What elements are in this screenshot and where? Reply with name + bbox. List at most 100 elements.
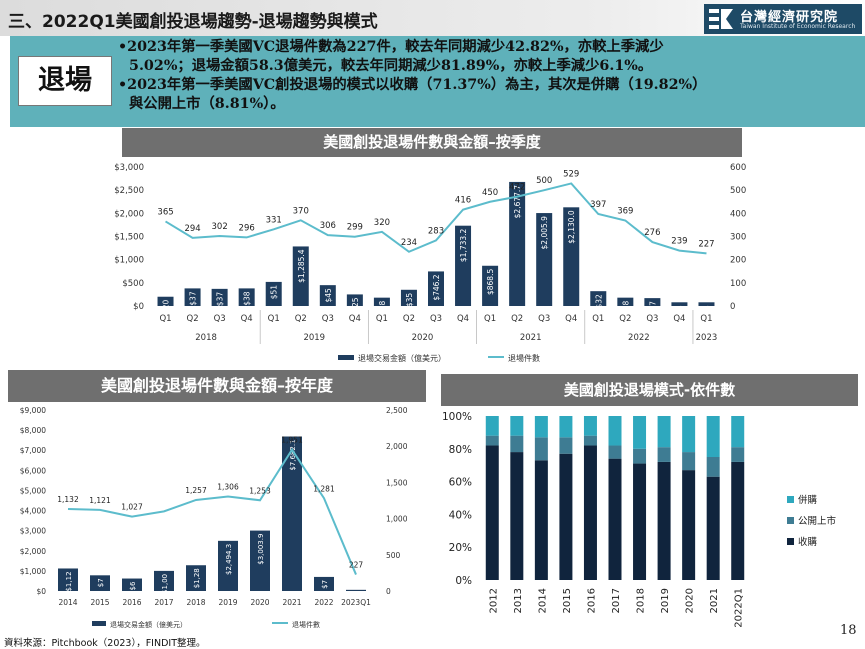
chart1-bar: [265, 281, 282, 306]
chart2-bar-label: $1,28: [193, 568, 201, 588]
chart2-count-label: 227: [349, 561, 364, 570]
chart2-xtick: 2021: [282, 598, 301, 607]
summary-bullets: •2023年第一季美國VC退場件數為227件，較去年同期減少42.82%，亦較上…: [118, 38, 863, 114]
chart2-bar: [186, 565, 206, 591]
chart1-count-label: 294: [184, 224, 200, 234]
chart3-segment: [657, 447, 671, 462]
chart3-title: 美國創投退場模式-依件數: [441, 374, 858, 406]
chart1-count-label: 234: [401, 238, 417, 248]
chart3-segment: [731, 416, 745, 448]
chart1-ytick-right: 400: [730, 209, 746, 219]
chart1-xtick: Q1: [268, 314, 280, 324]
chart1-ytick-right: 600: [730, 163, 746, 173]
chart3-segment: [583, 416, 597, 436]
chart3-xtick: 2019: [660, 588, 671, 613]
chart2-title: 美國創投退場件數與金額–按年度: [8, 370, 426, 402]
chart3-ytick: 80%: [449, 444, 472, 456]
chart1-ytick-left: $0: [133, 302, 144, 312]
chart1-xtick: Q2: [511, 314, 523, 324]
chart3-xtick: 2012: [488, 588, 499, 613]
chart1-xtick: Q4: [349, 314, 361, 324]
chart1-bar-label: $35: [405, 293, 414, 308]
chart1-count-label: 299: [347, 223, 363, 233]
chart2-bar-label: $7: [97, 578, 105, 587]
chart1-xtick: Q2: [187, 314, 199, 324]
chart2-bar-label: $1,00: [161, 574, 169, 594]
chart2-xtick: 2023Q1: [341, 598, 371, 607]
chart3-ytick: 0%: [455, 575, 472, 587]
chart2-ytick-left: $6,000: [20, 466, 46, 475]
chart1-ytick-right: 200: [730, 256, 746, 266]
summary-label: 退場: [18, 56, 112, 106]
chart2-xtick: 2018: [186, 598, 205, 607]
chart1-count-label: 239: [671, 237, 687, 247]
chart1-ytick-right: 100: [730, 279, 746, 289]
chart1-year-label: 2020: [412, 333, 434, 343]
summary-line-4: 與公開上市（8.81%）。: [129, 96, 285, 112]
chart1-bar: [698, 302, 715, 306]
chart2-ytick-right: 1,000: [386, 515, 408, 524]
chart1-bar: [184, 288, 201, 306]
chart1-bar: [536, 213, 553, 306]
chart1-bar-label: $2,005.9: [540, 216, 549, 250]
chart3-segment: [633, 448, 647, 464]
chart1-count-label: 450: [482, 188, 498, 198]
chart3-segment: [510, 435, 524, 453]
source-note: 資料來源：Pitchbook（2023），FINDIT整理。: [4, 638, 206, 649]
chart3-xtick: 2020: [685, 588, 696, 613]
chart1-bar: [563, 207, 580, 306]
chart1-xtick: Q2: [295, 314, 307, 324]
chart1-ytick-left: $1,000: [114, 256, 144, 266]
chart2-count-label: 1,132: [57, 495, 79, 504]
chart3-ytick: 40%: [449, 509, 472, 521]
chart1-title: 美國創投退場件數與金額–按季度: [122, 128, 742, 157]
chart1-legend-bar-swatch: [338, 355, 354, 360]
chart2-ytick-right: 2,500: [386, 406, 408, 415]
chart2-xtick: 2019: [218, 598, 237, 607]
summary-line-2: 5.02%；退場金額58.3億美元，較去年同期減少81.89%，亦較上季減少6.…: [129, 58, 653, 74]
chart2-count-label: 1,306: [217, 482, 239, 491]
chart1-count-label: 276: [644, 228, 660, 238]
chart1-ytick-right: 0: [730, 302, 735, 312]
chart3-segment: [608, 416, 622, 446]
chart3-segment: [583, 445, 597, 580]
chart3-segment: [731, 461, 745, 580]
chart1-xtick: Q2: [403, 314, 415, 324]
chart2-bar: [58, 568, 78, 591]
chart2-xtick: 2020: [250, 598, 269, 607]
tier-logo: 台灣經濟研究院 Taiwan Institute of Economic Res…: [704, 4, 862, 34]
chart1-bar-label: $37: [216, 292, 225, 307]
chart1-xtick: Q3: [322, 314, 334, 324]
chart2-ytick-left: $2,000: [20, 547, 46, 556]
chart1-count-label: 283: [428, 226, 444, 236]
chart1-count-label: 320: [374, 218, 390, 228]
chart2-ytick-left: $4,000: [20, 507, 46, 516]
chart2-bar-label: $7,682.1: [289, 440, 297, 471]
chart1-bar-label: $25: [351, 297, 360, 312]
chart1-xtick: Q3: [214, 314, 226, 324]
summary-band: [10, 36, 865, 127]
chart3-ytick: 20%: [449, 542, 472, 554]
chart1-xtick: Q3: [646, 314, 658, 324]
chart1-bar: [211, 288, 228, 306]
chart1-count-label: 227: [698, 239, 714, 249]
chart3-segment: [657, 416, 671, 448]
chart1-xtick: Q1: [484, 314, 496, 324]
chart2-legend-line-label: 退場件數: [292, 620, 320, 629]
chart1-bar-label: $45: [324, 288, 333, 303]
chart3-xtick: 2017: [611, 588, 622, 613]
chart3-segment: [559, 437, 573, 454]
chart1-legend-line-label: 退場件數: [508, 353, 540, 363]
chart2-bar: [154, 570, 174, 591]
chart3-segment: [559, 416, 573, 438]
chart3-segment: [682, 452, 696, 471]
chart1-ytick-left: $500: [122, 279, 144, 289]
chart3-xtick: 2013: [513, 588, 524, 613]
chart2-legend-bar-swatch: [92, 621, 106, 626]
chart3-segment: [534, 416, 548, 438]
chart1-bar: [590, 291, 607, 306]
chart3-segment: [706, 476, 720, 580]
chart3-segment: [485, 416, 499, 436]
chart1-bar-label: $1,733.2: [459, 228, 468, 262]
chart1-xtick: Q4: [565, 314, 577, 324]
